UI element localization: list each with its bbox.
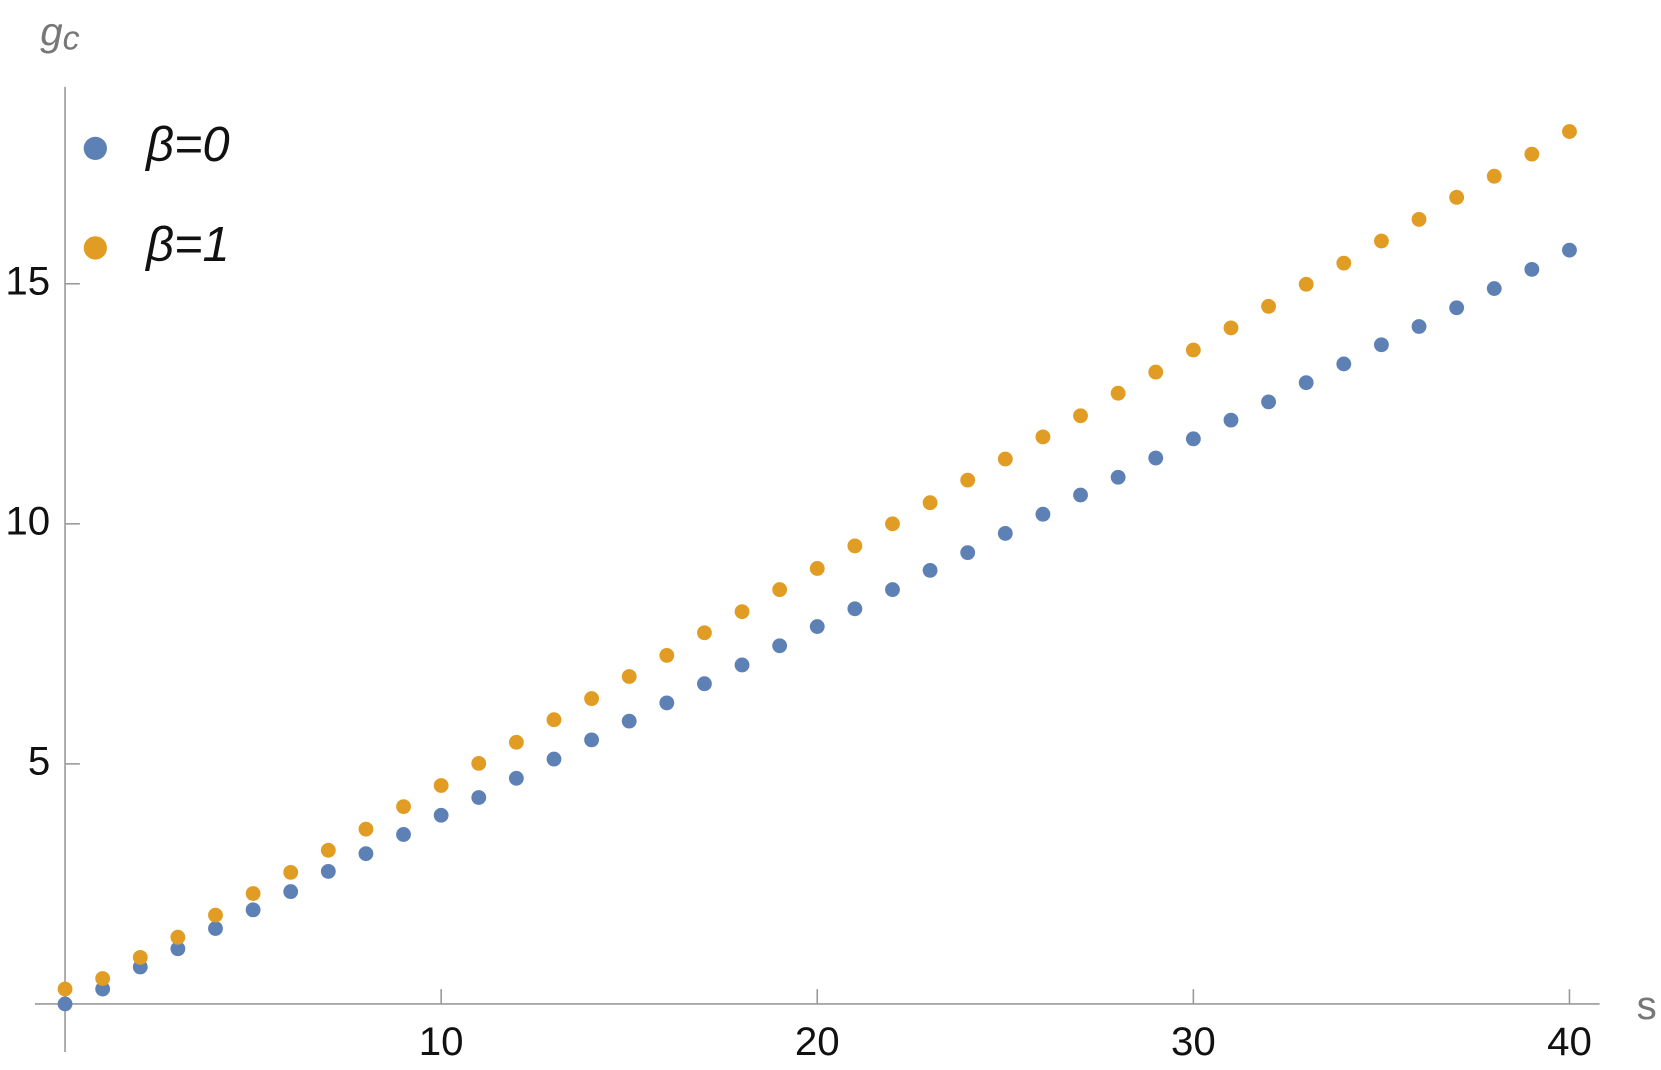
- data-point: [697, 676, 712, 692]
- data-point: [1148, 450, 1164, 466]
- data-point: [57, 981, 73, 997]
- data-point: [396, 799, 411, 815]
- data-point: [283, 864, 299, 880]
- data-point: [809, 619, 825, 634]
- data-point: [1411, 319, 1427, 334]
- data-point: [433, 778, 449, 793]
- data-point: [1298, 276, 1314, 292]
- data-point: [1148, 364, 1164, 380]
- y-tick-label: 15: [5, 258, 50, 303]
- data-point: [1374, 233, 1389, 249]
- data-point: [621, 669, 637, 684]
- legend-marker: [83, 236, 107, 260]
- data-point: [847, 538, 863, 554]
- data-point: [584, 691, 600, 706]
- data-point: [697, 625, 712, 641]
- x-axis-label: s: [1637, 983, 1657, 1028]
- data-point: [358, 821, 374, 837]
- data-point: [1110, 385, 1126, 401]
- data-point: [396, 827, 411, 842]
- data-point: [1035, 506, 1051, 522]
- data-point: [95, 981, 111, 997]
- data-point: [471, 755, 487, 771]
- y-axis-label: gc: [40, 9, 79, 58]
- data-point: [358, 846, 374, 862]
- data-point: [659, 647, 675, 663]
- data-point: [659, 695, 675, 711]
- data-point: [546, 751, 562, 767]
- data-point: [809, 561, 825, 576]
- data-point: [734, 657, 750, 673]
- legend-label: β=1: [144, 218, 229, 272]
- data-point: [320, 864, 336, 879]
- x-tick-label: 20: [795, 1019, 840, 1064]
- data-point: [1298, 375, 1314, 391]
- data-point: [95, 971, 111, 986]
- data-point: [584, 732, 600, 748]
- data-point: [471, 790, 487, 805]
- data-point: [1524, 261, 1540, 277]
- data-point: [1449, 300, 1465, 316]
- data-point: [1223, 412, 1239, 428]
- data-point: [283, 884, 299, 900]
- data-point: [132, 949, 148, 965]
- data-point: [734, 604, 750, 620]
- y-tick-label: 5: [28, 738, 50, 783]
- data-point: [1524, 146, 1540, 162]
- data-point: [1035, 429, 1051, 445]
- data-point: [922, 562, 938, 578]
- y-axis-label-symbol: g: [40, 9, 63, 54]
- data-point: [1562, 124, 1577, 139]
- data-point: [1261, 298, 1277, 314]
- y-axis-label-subscript: c: [63, 19, 80, 57]
- data-point: [208, 921, 223, 936]
- data-point: [1411, 212, 1427, 227]
- x-tick-label: 10: [419, 1019, 464, 1064]
- x-tick-label: 30: [1171, 1019, 1216, 1064]
- data-point: [1374, 337, 1389, 353]
- data-point: [772, 638, 788, 654]
- data-point: [1486, 281, 1502, 296]
- data-point: [1486, 168, 1502, 184]
- data-point: [1449, 189, 1465, 205]
- data-point: [1073, 487, 1088, 503]
- data-point: [546, 712, 562, 728]
- data-point: [1185, 431, 1201, 447]
- data-point: [1562, 242, 1577, 258]
- legend-marker: [83, 136, 107, 161]
- data-point: [170, 929, 186, 945]
- data-point: [1223, 320, 1239, 336]
- data-point: [170, 941, 186, 957]
- data-point: [847, 601, 863, 617]
- data-point: [245, 886, 261, 901]
- legend-label: β=0: [144, 118, 229, 172]
- data-point: [1110, 469, 1126, 485]
- data-point: [621, 713, 637, 729]
- data-point: [433, 807, 449, 823]
- data-point: [997, 451, 1013, 467]
- x-tick-label: 40: [1547, 1019, 1592, 1064]
- data-point: [1073, 408, 1088, 424]
- data-point: [885, 516, 900, 532]
- data-point: [57, 996, 73, 1012]
- data-point: [208, 907, 223, 923]
- data-point: [1336, 356, 1352, 372]
- data-point: [885, 582, 900, 598]
- data-point: [508, 734, 524, 750]
- data-point: [1185, 342, 1201, 358]
- data-point: [997, 526, 1013, 541]
- data-point: [245, 902, 261, 918]
- data-point: [1261, 394, 1277, 410]
- data-point: [320, 842, 336, 858]
- data-point: [772, 582, 788, 598]
- data-point: [922, 495, 938, 511]
- data-point: [1336, 255, 1352, 271]
- data-point: [960, 545, 976, 561]
- data-point: [508, 770, 524, 786]
- y-tick-label: 10: [5, 498, 50, 543]
- data-point: [960, 472, 976, 488]
